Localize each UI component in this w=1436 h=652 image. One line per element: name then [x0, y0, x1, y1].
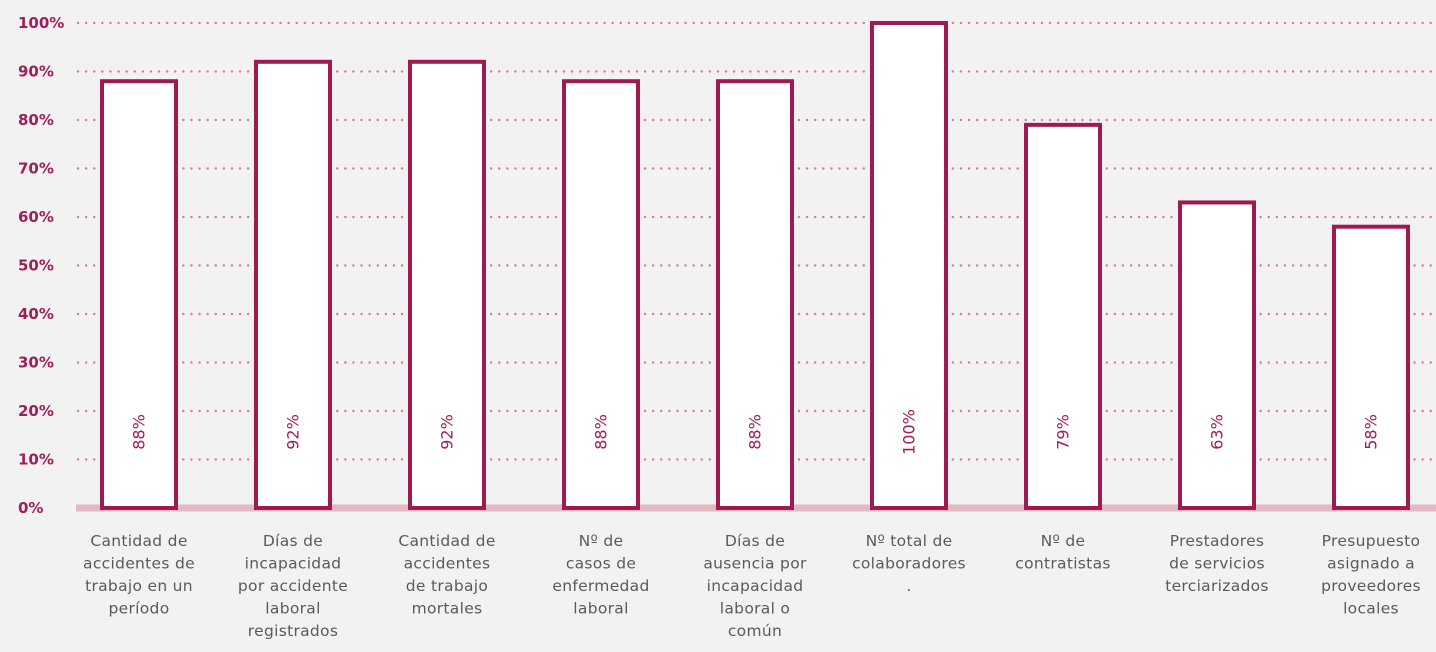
category-label: Nº total de colaboradores.	[852, 532, 966, 595]
category-label-line: trabajo en un	[85, 577, 193, 595]
bar	[716, 79, 794, 510]
bar	[1178, 200, 1256, 510]
bar	[408, 59, 486, 511]
bar-value-label: 92%	[284, 414, 303, 450]
category-label-line: Nº de	[579, 532, 624, 550]
category-label-line: laboral	[573, 600, 628, 618]
category-label-line: casos de	[566, 555, 636, 573]
y-tick-label: 50%	[18, 257, 54, 275]
category-label: Días de ausencia por incapacidad laboral o c…	[703, 532, 807, 640]
y-tick-label: 30%	[18, 354, 54, 372]
bar-value-label: 88%	[746, 414, 765, 450]
bar	[1332, 224, 1410, 510]
category-label-line: Presupuesto	[1322, 532, 1421, 550]
category-label-line: proveedores	[1321, 577, 1421, 595]
x-axis-category-labels: Cantidad de accidentes de trabajo en un per…	[83, 532, 1421, 640]
category-label-line: de trabajo	[406, 577, 488, 595]
category-label-line: de servicios	[1169, 555, 1265, 573]
y-tick-label: 0%	[18, 499, 43, 517]
category-label-line: período	[109, 600, 170, 618]
category-label-line: Nº de	[1041, 532, 1086, 550]
category-label-line: laboral	[265, 600, 320, 618]
bar	[100, 79, 178, 510]
category-label-line: accidentes de	[83, 555, 195, 573]
y-tick-label: 100%	[18, 14, 64, 32]
category-label-line: registrados	[248, 622, 338, 640]
y-tick-label: 60%	[18, 208, 54, 226]
y-tick-label: 10%	[18, 451, 54, 469]
category-label-line: enfermedad	[552, 577, 649, 595]
bar-value-label: 92%	[438, 414, 457, 450]
category-label-line: Cantidad de	[90, 532, 187, 550]
bar	[254, 59, 332, 511]
category-label-line: accidentes	[404, 555, 491, 573]
category-label-line: asignado a	[1327, 555, 1415, 573]
category-label: Cantidad de accidentes de trabajo en un per…	[83, 532, 195, 618]
category-label-line: común	[728, 622, 782, 640]
category-label: Prestadores de servicios terciarizados	[1165, 532, 1269, 595]
bar-value-labels: 88% 92% 92% 88% 88% 100% 79% 63% 58%	[130, 409, 1381, 455]
category-label: Cantidad de accidentes de trabajo mortales	[398, 532, 495, 618]
bar-value-label: 58%	[1362, 414, 1381, 450]
y-tick-label: 70%	[18, 160, 54, 178]
category-label-line: incapacidad	[245, 555, 342, 573]
category-label-line: Cantidad de	[398, 532, 495, 550]
bar	[1024, 122, 1102, 510]
y-tick-label: 80%	[18, 111, 54, 129]
bar-value-label: 79%	[1054, 414, 1073, 450]
category-label-line: colaboradores	[852, 555, 966, 573]
bar-value-label: 88%	[592, 414, 611, 450]
category-label-line: Prestadores	[1170, 532, 1265, 550]
bar-value-label: 63%	[1208, 414, 1227, 450]
bar-value-label: 88%	[130, 414, 149, 450]
y-tick-label: 20%	[18, 402, 54, 420]
category-label-line: Días de	[263, 532, 323, 550]
bar-value-label: 100%	[900, 409, 919, 455]
category-label: Nº de contratistas	[1015, 532, 1111, 573]
category-label-line: .	[906, 577, 911, 595]
category-label-line: locales	[1343, 600, 1399, 618]
bar	[870, 21, 948, 510]
category-label-line: Nº total de	[866, 532, 953, 550]
bars	[100, 21, 1410, 511]
category-label-line: Días de	[725, 532, 785, 550]
y-tick-label: 90%	[18, 63, 54, 81]
category-label-line: terciarizados	[1165, 577, 1269, 595]
bar	[562, 79, 640, 510]
category-label-line: laboral o	[720, 600, 790, 618]
category-label: Nº de casos de enfermedad laboral	[552, 532, 649, 618]
y-axis-ticks: 0% 10% 20% 30% 40% 50% 60% 70% 80% 90% 100%	[18, 14, 64, 517]
category-label-line: mortales	[412, 600, 483, 618]
category-label: Días de incapacidad por accidente laboral re…	[238, 532, 348, 640]
category-label: Presupuesto asignado a proveedores locales	[1321, 532, 1421, 618]
category-label-line: contratistas	[1015, 555, 1111, 573]
category-label-line: incapacidad	[707, 577, 804, 595]
category-label-line: ausencia por	[703, 555, 807, 573]
category-label-line: por accidente	[238, 577, 348, 595]
y-tick-label: 40%	[18, 305, 54, 323]
